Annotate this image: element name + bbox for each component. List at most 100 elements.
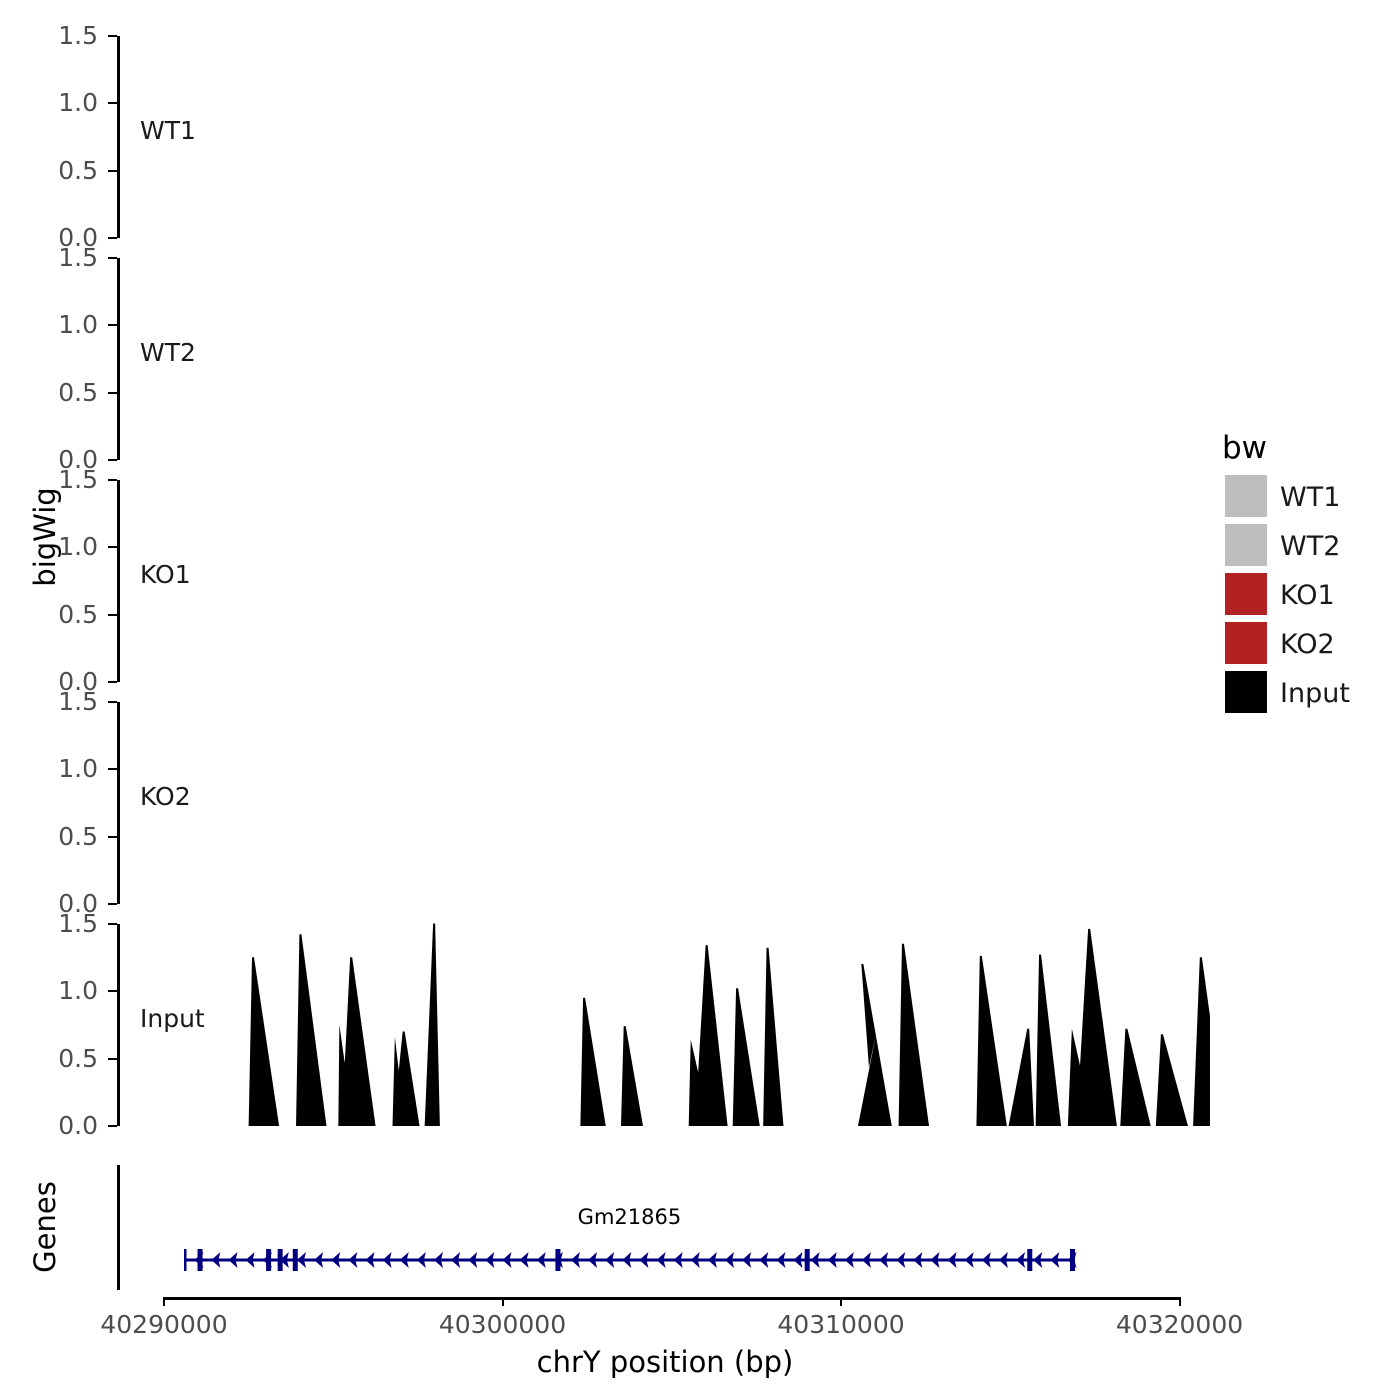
- signal-peak: [1120, 1028, 1151, 1126]
- signal-peak: [1008, 1028, 1034, 1126]
- signal-peak: [857, 964, 892, 1126]
- gene-strand-arrow-left-icon: [297, 1252, 307, 1268]
- gene-strand-arrow-left-icon: [776, 1252, 786, 1268]
- gene-strand-arrow-left-icon: [913, 1252, 923, 1268]
- gene-strand-arrow-left-icon: [742, 1252, 752, 1268]
- signal-peak: [1155, 1034, 1188, 1126]
- legend-key-wt1: [1225, 475, 1267, 517]
- y-tick-mark: [108, 1057, 117, 1060]
- gene-exon-block: [184, 1249, 187, 1271]
- y-tick-label: 0.5: [58, 377, 98, 407]
- gene-strand-arrow-left-icon: [656, 1252, 666, 1268]
- gene-strand-arrow-left-icon: [1067, 1252, 1077, 1268]
- gene-strand-arrow-left-icon: [263, 1252, 273, 1268]
- y-tick-mark: [108, 256, 117, 259]
- track-panel-ko1: [120, 466, 1210, 682]
- gene-strand-arrow-left-icon: [965, 1252, 975, 1268]
- gene-strand-arrow-left-icon: [417, 1252, 427, 1268]
- y-tick-label: 0.5: [58, 1043, 98, 1073]
- gene-strand-arrow-left-icon: [639, 1252, 649, 1268]
- y-tick-mark: [108, 34, 117, 37]
- y-tick-label: 0.0: [58, 667, 98, 696]
- y-tick-mark: [108, 546, 117, 548]
- gene-strand-arrow-left-icon: [502, 1252, 512, 1268]
- track-label-input: Input: [140, 1004, 205, 1033]
- gene-strand-arrow-left-icon: [331, 1252, 341, 1268]
- legend-label-wt2: WT2: [1280, 531, 1341, 562]
- y-tick-label: 0.0: [58, 889, 98, 918]
- gene-strand-arrow-left-icon: [930, 1252, 940, 1268]
- gene-strand-arrow-left-icon: [245, 1252, 255, 1268]
- signal-peak: [898, 943, 930, 1126]
- signal-peak: [248, 957, 280, 1126]
- gene-strand-arrow-left-icon: [862, 1252, 872, 1268]
- y-tick-label: 1.5: [58, 686, 98, 716]
- y-axis-line-ko2: [117, 701, 120, 904]
- track-panel-wt2: [120, 244, 1210, 460]
- x-axis-line: [164, 1297, 1180, 1300]
- y-tick-mark: [108, 835, 117, 838]
- gene-strand-arrow-left-icon: [554, 1252, 564, 1268]
- gene-panel-axis-line: [117, 1165, 120, 1290]
- gene-exon-block: [293, 1249, 299, 1271]
- gene-strand-arrow-left-icon: [622, 1252, 632, 1268]
- signal-peak: [580, 997, 606, 1126]
- legend-key-ko1: [1225, 573, 1267, 615]
- y-tick-mark: [108, 903, 117, 905]
- gene-strand-arrow-left-icon: [845, 1252, 855, 1268]
- signal-peak: [296, 934, 327, 1126]
- y-tick-label: 1.0: [58, 310, 98, 339]
- gene-strand-arrow-left-icon: [485, 1252, 495, 1268]
- gene-name-label: Gm21865: [577, 1205, 682, 1229]
- signal-peak: [732, 988, 760, 1126]
- genes-axis-title: Genes: [28, 1181, 62, 1273]
- y-tick-mark: [108, 922, 117, 925]
- gene-strand-arrow-left-icon: [673, 1252, 683, 1268]
- signal-peak: [1067, 928, 1117, 1126]
- y-tick-label: 0.5: [58, 599, 98, 629]
- y-tick-label: 1.5: [58, 242, 98, 272]
- x-tick-label: 40310000: [777, 1310, 905, 1339]
- gene-strand-arrow-left-icon: [468, 1252, 478, 1268]
- y-tick-mark: [108, 102, 117, 104]
- gene-model[interactable]: [184, 1245, 1078, 1275]
- x-tick-label: 40320000: [1115, 1310, 1244, 1339]
- track-label-wt1: WT1: [140, 116, 196, 145]
- gene-strand-arrow-left-icon: [793, 1252, 803, 1268]
- y-tick-label: 1.0: [58, 754, 98, 783]
- gene-strand-arrow-left-icon: [1050, 1252, 1060, 1268]
- legend-label-wt1: WT1: [1280, 482, 1341, 513]
- gene-strand-arrow-left-icon: [314, 1252, 324, 1268]
- signal-peak: [392, 1031, 420, 1126]
- y-tick-label: 0.5: [58, 821, 98, 851]
- y-tick-mark: [108, 990, 117, 992]
- gene-exon-block: [1027, 1249, 1033, 1271]
- gene-strand-arrow-left-icon: [708, 1252, 718, 1268]
- gene-strand-arrow-left-icon: [348, 1252, 358, 1268]
- gene-strand-arrow-left-icon: [519, 1252, 529, 1268]
- signal-peak: [688, 945, 728, 1126]
- signal-area-input: [248, 923, 1210, 1126]
- y-tick-mark: [108, 324, 117, 326]
- y-tick-label: 0.0: [58, 1111, 98, 1140]
- gene-strand-arrow-left-icon: [1016, 1252, 1026, 1268]
- x-tick-mark: [1178, 1297, 1181, 1306]
- gene-strand-arrow-left-icon: [537, 1252, 547, 1268]
- legend-key-wt2: [1225, 524, 1267, 566]
- y-tick-mark: [108, 681, 117, 683]
- gene-strand-arrow-left-icon: [999, 1252, 1009, 1268]
- gene-strand-arrow-left-icon: [828, 1252, 838, 1268]
- x-tick-mark: [163, 1297, 165, 1306]
- gene-strand-arrow-left-icon: [879, 1252, 889, 1268]
- y-axis-line-input: [117, 923, 120, 1126]
- gene-strand-arrow-left-icon: [947, 1252, 957, 1268]
- x-tick-mark: [501, 1297, 504, 1306]
- y-tick-mark: [108, 768, 117, 770]
- gene-strand-arrow-left-icon: [1033, 1252, 1043, 1268]
- y-tick-mark: [108, 613, 117, 616]
- y-tick-label: 0.0: [58, 223, 98, 252]
- signal-peak: [1035, 954, 1062, 1126]
- gene-strand-arrow-left-icon: [691, 1252, 701, 1268]
- y-tick-label: 1.0: [58, 976, 98, 1005]
